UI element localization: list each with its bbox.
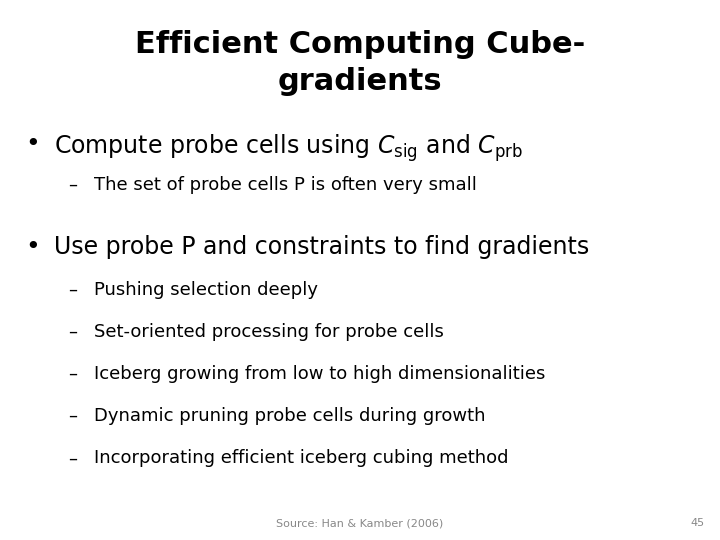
Text: –: – xyxy=(68,449,78,467)
Text: 45: 45 xyxy=(690,518,704,528)
Text: Use probe P and constraints to find gradients: Use probe P and constraints to find grad… xyxy=(54,235,589,259)
Text: Dynamic pruning probe cells during growth: Dynamic pruning probe cells during growt… xyxy=(94,407,485,425)
Text: Efficient Computing Cube-: Efficient Computing Cube- xyxy=(135,30,585,59)
Text: Source: Han & Kamber (2006): Source: Han & Kamber (2006) xyxy=(276,518,444,528)
Text: The set of probe cells P is often very small: The set of probe cells P is often very s… xyxy=(94,176,477,193)
Text: gradients: gradients xyxy=(278,68,442,97)
Text: •: • xyxy=(25,235,40,259)
Text: –: – xyxy=(68,407,78,425)
Text: •: • xyxy=(25,132,40,156)
Text: Set-oriented processing for probe cells: Set-oriented processing for probe cells xyxy=(94,323,444,341)
Text: Iceberg growing from low to high dimensionalities: Iceberg growing from low to high dimensi… xyxy=(94,365,545,383)
Text: Incorporating efficient iceberg cubing method: Incorporating efficient iceberg cubing m… xyxy=(94,449,508,467)
Text: Pushing selection deeply: Pushing selection deeply xyxy=(94,281,318,299)
Text: –: – xyxy=(68,281,78,299)
Text: Compute probe cells using $C_{\mathsf{sig}}$ and $C_{\mathsf{prb}}$: Compute probe cells using $C_{\mathsf{si… xyxy=(54,132,523,164)
Text: –: – xyxy=(68,323,78,341)
Text: –: – xyxy=(68,176,78,193)
Text: –: – xyxy=(68,365,78,383)
